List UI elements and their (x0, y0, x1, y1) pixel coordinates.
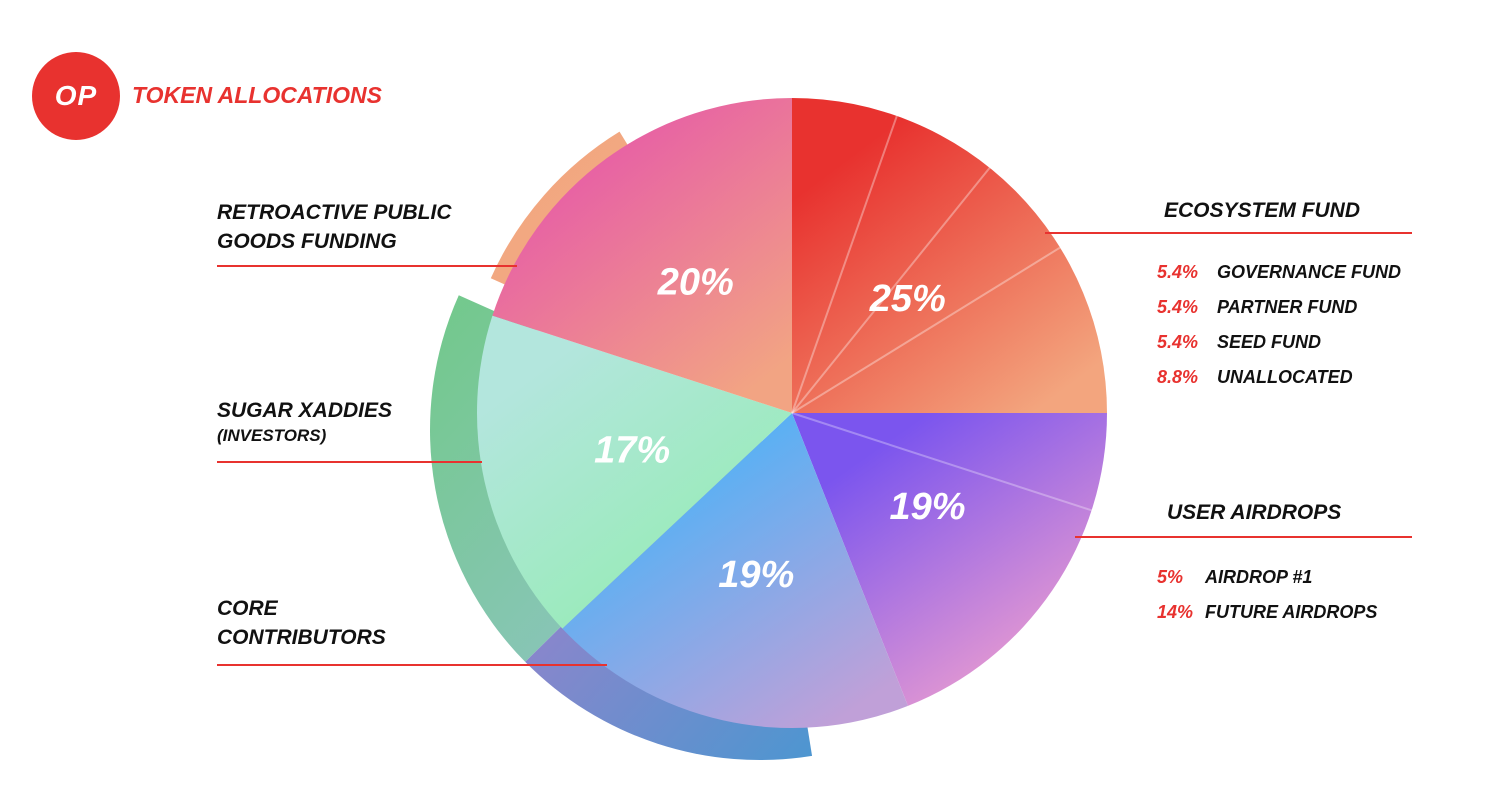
pie-slice (477, 315, 792, 629)
slice-percent-label: 19% (718, 554, 794, 596)
breakdown-name: AIRDROP #1 (1205, 567, 1313, 587)
op-logo: OP (32, 52, 120, 140)
pie-slice (792, 413, 1107, 706)
label-core: CORE CONTRIBUTORS (217, 594, 386, 652)
breakdown-percent: 14% (1157, 602, 1194, 622)
breakdown-row: 5% AIRDROP #1 (1157, 567, 1312, 588)
breakdown-row: 5.4% GOVERNANCE FUND (1157, 262, 1401, 283)
rule-airdrops (1075, 536, 1412, 538)
slice-percent-label: 25% (869, 278, 946, 320)
pie-slice (792, 98, 1107, 413)
rule-ecosystem (1045, 232, 1412, 234)
breakdown-row: 8.8% UNALLOCATED (1157, 367, 1353, 388)
breakdown-name: GOVERNANCE FUND (1217, 262, 1402, 282)
rule-retroactive (217, 265, 517, 267)
label-core-line1: CORE (217, 597, 278, 620)
slice-percent-label: 17% (594, 430, 670, 472)
op-logo-text: OP (54, 80, 98, 111)
ecosystem-subdivider (791, 115, 898, 414)
breakdown-name: PARTNER FUND (1217, 297, 1358, 317)
ecosystem-subdivider (791, 246, 1061, 414)
pie-slice (562, 413, 908, 728)
breakdown-row: 5.4% PARTNER FUND (1157, 297, 1357, 318)
label-investors-line1: SUGAR XADDIES (217, 399, 393, 422)
breakdown-percent: 5.4% (1157, 297, 1199, 317)
ecosystem-subdivider (791, 167, 991, 414)
label-core-line2: CONTRIBUTORS (217, 626, 386, 649)
slice-percent-label: 20% (657, 261, 734, 303)
label-retroactive: RETROACTIVE PUBLIC GOODS FUNDING (217, 198, 452, 256)
rule-investors (217, 461, 482, 463)
breakdown-percent: 5.4% (1157, 332, 1199, 352)
label-investors-line2: (INVESTORS) (217, 426, 327, 445)
breakdown-percent: 5.4% (1157, 262, 1199, 282)
breakdown-name: FUTURE AIRDROPS (1205, 602, 1378, 622)
airdrop-subdivider (791, 412, 1092, 512)
pie-slice (492, 98, 792, 413)
slice-percent-label: 19% (889, 486, 965, 528)
rule-core (217, 664, 607, 666)
breakdown-name: SEED FUND (1217, 332, 1322, 352)
breakdown-row: 14% FUTURE AIRDROPS (1157, 602, 1377, 623)
chart-title: TOKEN ALLOCATIONS (132, 82, 383, 108)
breakdown-percent: 5% (1157, 567, 1184, 587)
label-retroactive-line1: RETROACTIVE PUBLIC (217, 201, 452, 224)
label-airdrops: USER AIRDROPS (1167, 501, 1342, 524)
label-investors: SUGAR XADDIES (217, 396, 392, 425)
label-ecosystem: ECOSYSTEM FUND (1164, 199, 1361, 222)
breakdown-row: 5.4% SEED FUND (1157, 332, 1321, 353)
label-retroactive-line2: GOODS FUNDING (217, 230, 397, 253)
breakdown-percent: 8.8% (1157, 367, 1199, 387)
breakdown-name: UNALLOCATED (1217, 367, 1353, 387)
